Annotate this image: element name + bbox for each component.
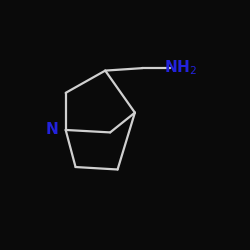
Text: N: N [46,122,58,138]
Text: NH$_2$: NH$_2$ [164,59,197,78]
